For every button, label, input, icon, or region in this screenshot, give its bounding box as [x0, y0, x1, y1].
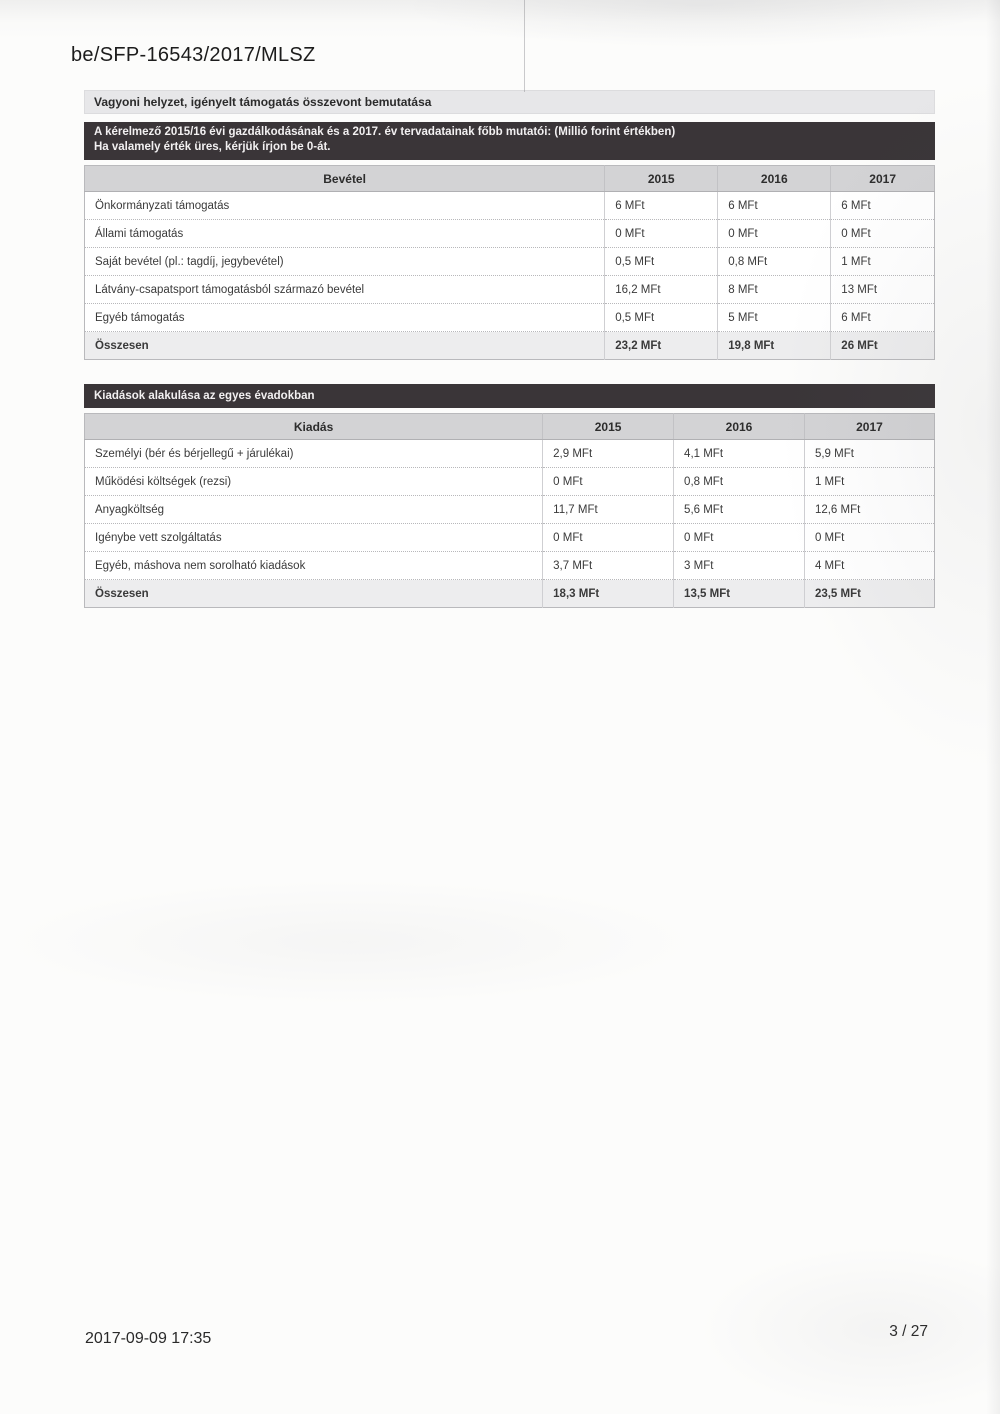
- row-label: Saját bevétel (pl.: tagdíj, jegybevétel): [84, 247, 606, 276]
- row-label: Személyi (bér és bérjellegű + járulékai): [84, 439, 544, 468]
- row-value-2016: 5 MFt: [717, 303, 832, 332]
- row-label: Anyagköltség: [84, 495, 544, 524]
- total-value-2017: 26 MFt: [830, 331, 935, 360]
- summary-section-note: A kérelmező 2015/16 évi gazdálkodásának …: [84, 122, 935, 160]
- footer-timestamp: 2017-09-09 17:35: [85, 1330, 212, 1347]
- expense-total-row: Összesen 18,3 MFt 13,5 MFt 23,5 MFt: [84, 579, 935, 608]
- row-value-2017: 5,9 MFt: [804, 439, 935, 468]
- row-value-2015: 0,5 MFt: [604, 303, 719, 332]
- row-value-2017: 4 MFt: [804, 551, 935, 580]
- table-row: Saját bevétel (pl.: tagdíj, jegybevétel)…: [84, 247, 935, 276]
- row-value-2017: 6 MFt: [830, 191, 935, 220]
- income-table-header-row: Bevétel 2015 2016 2017: [84, 165, 935, 192]
- expense-header-2016: 2016: [673, 413, 805, 440]
- income-header-2016: 2016: [717, 165, 832, 192]
- page-content: Vagyoni helyzet, igényelt támogatás össz…: [84, 90, 935, 608]
- row-value-2016: 0,8 MFt: [717, 247, 832, 276]
- row-value-2016: 8 MFt: [717, 275, 832, 304]
- total-value-2017: 23,5 MFt: [804, 579, 935, 608]
- row-label: Önkormányzati támogatás: [84, 191, 606, 220]
- row-value-2017: 12,6 MFt: [804, 495, 935, 524]
- footer-page-indicator: 3 / 27: [889, 1323, 928, 1340]
- document-reference: be/SFP-16543/2017/MLSZ: [71, 44, 316, 66]
- expense-header-2015: 2015: [542, 413, 675, 440]
- table-row: Működési költségek (rezsi) 0 MFt 0,8 MFt…: [84, 467, 935, 496]
- table-row: Látvány-csapatsport támogatásból származ…: [84, 275, 935, 304]
- income-table: Bevétel 2015 2016 2017 Önkormányzati tám…: [84, 165, 935, 360]
- table-row: Igénybe vett szolgáltatás 0 MFt 0 MFt 0 …: [84, 523, 935, 552]
- expense-header-label: Kiadás: [84, 413, 544, 440]
- row-value-2017: 6 MFt: [830, 303, 935, 332]
- total-value-2015: 23,2 MFt: [604, 331, 719, 360]
- row-value-2017: 1 MFt: [804, 467, 935, 496]
- row-value-2015: 0 MFt: [542, 467, 675, 496]
- expense-table-header-row: Kiadás 2015 2016 2017: [84, 413, 935, 440]
- row-value-2016: 6 MFt: [717, 191, 832, 220]
- expense-table: Kiadás 2015 2016 2017 Személyi (bér és b…: [84, 413, 935, 608]
- row-value-2015: 0 MFt: [542, 523, 675, 552]
- row-value-2017: 1 MFt: [830, 247, 935, 276]
- row-label: Látvány-csapatsport támogatásból származ…: [84, 275, 606, 304]
- total-value-2015: 18,3 MFt: [542, 579, 675, 608]
- summary-note-line1: A kérelmező 2015/16 évi gazdálkodásának …: [94, 126, 676, 138]
- row-value-2015: 0,5 MFt: [604, 247, 719, 276]
- row-label: Egyéb támogatás: [84, 303, 606, 332]
- row-value-2017: 0 MFt: [804, 523, 935, 552]
- section-spacer: [84, 360, 935, 372]
- table-row: Személyi (bér és bérjellegű + járulékai)…: [84, 439, 935, 468]
- income-header-2017: 2017: [830, 165, 935, 192]
- table-row: Anyagköltség 11,7 MFt 5,6 MFt 12,6 MFt: [84, 495, 935, 524]
- row-label: Működési költségek (rezsi): [84, 467, 544, 496]
- table-row: Önkormányzati támogatás 6 MFt 6 MFt 6 MF…: [84, 191, 935, 220]
- table-row: Egyéb támogatás 0,5 MFt 5 MFt 6 MFt: [84, 303, 935, 332]
- row-value-2015: 2,9 MFt: [542, 439, 675, 468]
- total-label: Összesen: [84, 331, 606, 360]
- row-value-2015: 11,7 MFt: [542, 495, 675, 524]
- expense-section-title: Kiadások alakulása az egyes évadokban: [84, 384, 935, 408]
- row-value-2015: 0 MFt: [604, 219, 719, 248]
- total-value-2016: 19,8 MFt: [717, 331, 832, 360]
- summary-note-line2: Ha valamely érték üres, kérjük írjon be …: [94, 141, 331, 153]
- row-value-2015: 16,2 MFt: [604, 275, 719, 304]
- row-value-2016: 0 MFt: [673, 523, 805, 552]
- scan-artifact-line: [524, 0, 525, 92]
- row-value-2016: 0,8 MFt: [673, 467, 805, 496]
- income-header-2015: 2015: [604, 165, 719, 192]
- row-value-2016: 4,1 MFt: [673, 439, 805, 468]
- summary-section-title: Vagyoni helyzet, igényelt támogatás össz…: [84, 90, 935, 114]
- table-row: Egyéb, máshova nem sorolható kiadások 3,…: [84, 551, 935, 580]
- row-value-2017: 0 MFt: [830, 219, 935, 248]
- total-label: Összesen: [84, 579, 544, 608]
- row-value-2016: 5,6 MFt: [673, 495, 805, 524]
- row-value-2015: 3,7 MFt: [542, 551, 675, 580]
- row-label: Egyéb, máshova nem sorolható kiadások: [84, 551, 544, 580]
- row-value-2015: 6 MFt: [604, 191, 719, 220]
- income-header-label: Bevétel: [84, 165, 606, 192]
- row-value-2016: 3 MFt: [673, 551, 805, 580]
- income-total-row: Összesen 23,2 MFt 19,8 MFt 26 MFt: [84, 331, 935, 360]
- row-label: Igénybe vett szolgáltatás: [84, 523, 544, 552]
- row-label: Állami támogatás: [84, 219, 606, 248]
- row-value-2017: 13 MFt: [830, 275, 935, 304]
- table-row: Állami támogatás 0 MFt 0 MFt 0 MFt: [84, 219, 935, 248]
- row-value-2016: 0 MFt: [717, 219, 832, 248]
- expense-header-2017: 2017: [804, 413, 935, 440]
- total-value-2016: 13,5 MFt: [673, 579, 805, 608]
